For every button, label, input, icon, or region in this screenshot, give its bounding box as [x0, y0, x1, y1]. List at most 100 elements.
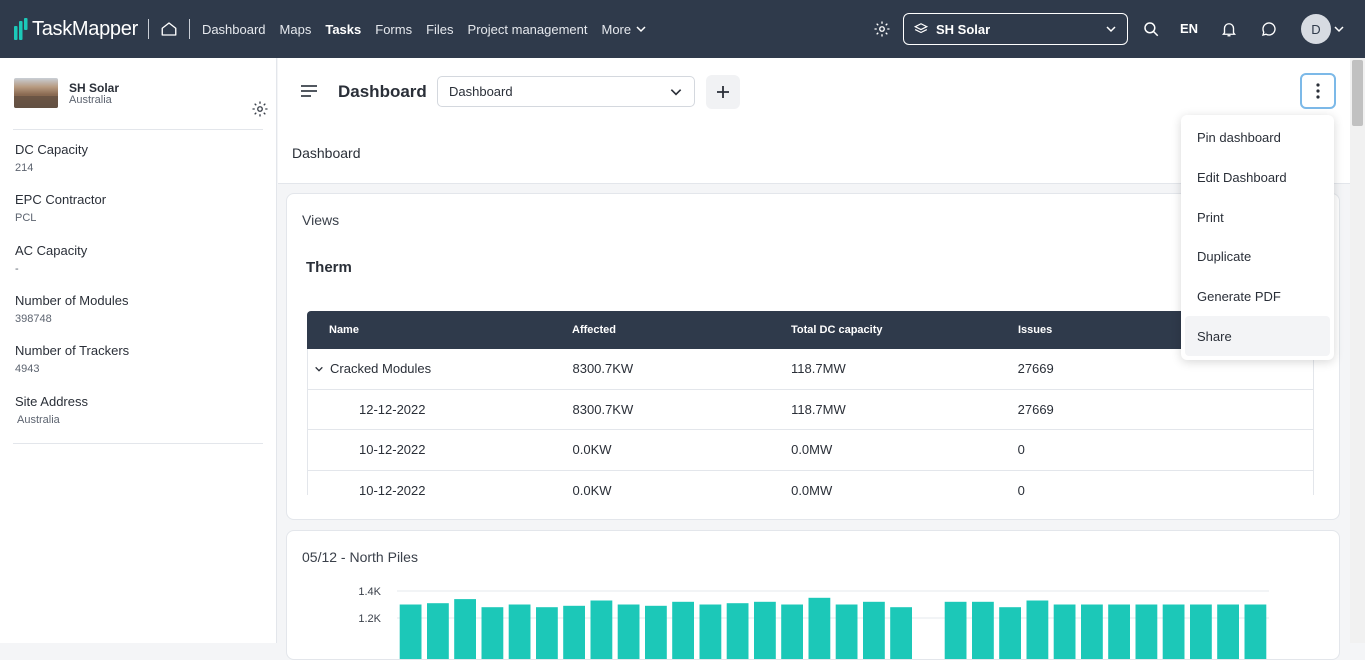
chart-bar[interactable]	[509, 605, 531, 660]
chart-bar[interactable]	[1054, 605, 1076, 660]
language-switch[interactable]: EN	[1180, 21, 1198, 36]
cell-issues: 0	[1018, 483, 1313, 495]
menu-item-pin-dashboard[interactable]: Pin dashboard	[1181, 118, 1334, 158]
project-settings-gear-icon[interactable]	[251, 100, 269, 118]
sidebar-divider	[13, 443, 263, 444]
cell-total-dc: 0.0MW	[791, 442, 1018, 457]
y-tick-label: 1.4K	[358, 586, 381, 598]
chart-bar[interactable]	[1190, 605, 1212, 660]
chevron-down-icon	[1105, 23, 1117, 35]
attr-label: EPC Contractor	[15, 192, 106, 207]
chart-bar[interactable]	[591, 601, 613, 660]
chart-bar[interactable]	[1027, 601, 1049, 660]
attr-value: -	[15, 263, 87, 275]
chart-bar[interactable]	[863, 602, 885, 660]
chevron-down-icon[interactable]	[1333, 23, 1345, 35]
table-row-parent[interactable]: Cracked Modules 8300.7KW 118.7MW 27669	[307, 349, 1314, 390]
chart-bar[interactable]	[672, 602, 694, 660]
nav-divider	[189, 19, 190, 39]
chart-bar[interactable]	[1136, 605, 1158, 660]
col-header-affected[interactable]: Affected	[572, 324, 791, 336]
hamburger-menu-icon[interactable]	[300, 83, 318, 99]
user-avatar[interactable]: D	[1301, 14, 1331, 44]
table-row[interactable]: 10-12-2022 0.0KW 0.0MW 0	[307, 471, 1314, 496]
sidebar-project-location: Australia	[69, 94, 112, 106]
nav-link-project-management[interactable]: Project management	[468, 22, 588, 37]
cell-total-dc: 0.0MW	[791, 483, 1018, 495]
therm-section-title: Therm	[306, 259, 352, 276]
chart-bar[interactable]	[972, 602, 994, 660]
chart-bar[interactable]	[700, 605, 722, 660]
logo-bars-icon	[14, 18, 28, 40]
attr-epc-contractor: EPC Contractor PCL	[15, 192, 106, 224]
chart-bar[interactable]	[754, 602, 776, 660]
attr-site-address: Site Address Australia	[15, 394, 88, 426]
search-icon[interactable]	[1141, 19, 1161, 39]
north-piles-chart: 1.4K 1.2K	[287, 531, 1340, 660]
chart-bar[interactable]	[1245, 605, 1267, 660]
app-logo[interactable]: TaskMapper	[14, 0, 138, 58]
attr-label: Number of Modules	[15, 293, 128, 308]
chart-bar[interactable]	[563, 606, 585, 660]
chart-bar[interactable]	[809, 598, 831, 660]
project-selector-label: SH Solar	[936, 22, 1105, 37]
chart-bar[interactable]	[727, 603, 749, 660]
menu-item-duplicate[interactable]: Duplicate	[1181, 237, 1334, 277]
nav-right	[872, 0, 892, 58]
chart-bar[interactable]	[945, 602, 967, 660]
home-icon[interactable]	[159, 19, 179, 39]
sidebar-project-name: SH Solar	[69, 81, 119, 95]
chart-bar[interactable]	[781, 605, 803, 660]
chart-bar[interactable]	[454, 599, 476, 660]
chart-bar[interactable]	[836, 605, 858, 660]
table-row[interactable]: 10-12-2022 0.0KW 0.0MW 0	[307, 430, 1314, 471]
page-scrollbar[interactable]	[1350, 58, 1365, 643]
chat-bubble-icon[interactable]	[1259, 19, 1279, 39]
chart-bar[interactable]	[890, 607, 912, 660]
chart-bar[interactable]	[1081, 605, 1103, 660]
page-title: Dashboard	[338, 82, 427, 102]
chart-bar[interactable]	[482, 607, 504, 660]
nav-link-maps[interactable]: Maps	[280, 22, 312, 37]
settings-gear-icon[interactable]	[872, 19, 892, 39]
project-thumbnail	[14, 78, 58, 108]
chart-bar[interactable]	[400, 605, 422, 660]
chart-bar[interactable]	[1108, 605, 1130, 660]
nav-link-files[interactable]: Files	[426, 22, 453, 37]
project-selector[interactable]: SH Solar	[903, 13, 1128, 45]
nav-link-forms[interactable]: Forms	[375, 22, 412, 37]
menu-item-share[interactable]: Share	[1185, 316, 1330, 356]
cell-issues: 0	[1018, 442, 1313, 457]
nav-more-menu[interactable]: More	[602, 22, 648, 37]
menu-item-print[interactable]: Print	[1181, 197, 1334, 237]
menu-item-edit-dashboard[interactable]: Edit Dashboard	[1181, 158, 1334, 198]
scrollbar-thumb[interactable]	[1352, 60, 1363, 126]
col-header-name[interactable]: Name	[307, 324, 572, 336]
table-row[interactable]: 12-12-2022 8300.7KW 118.7MW 27669	[307, 390, 1314, 431]
dashboard-subtitle: Dashboard	[292, 145, 361, 161]
therm-table: Name Affected Total DC capacity Issues C…	[307, 311, 1314, 495]
more-options-button[interactable]	[1300, 73, 1336, 109]
col-header-total-dc[interactable]: Total DC capacity	[791, 324, 1018, 336]
chart-bar[interactable]	[999, 607, 1021, 660]
chart-bar[interactable]	[1163, 605, 1185, 660]
nav-link-dashboard[interactable]: Dashboard	[202, 22, 266, 37]
chart-bar[interactable]	[618, 605, 640, 660]
nav-link-tasks[interactable]: Tasks	[325, 22, 361, 37]
y-tick-label: 1.2K	[358, 613, 381, 625]
add-dashboard-button[interactable]	[706, 75, 740, 109]
chart-bar[interactable]	[1217, 605, 1239, 660]
chart-bar[interactable]	[536, 607, 558, 660]
chevron-down-icon[interactable]	[314, 364, 324, 374]
attr-value: 398748	[15, 313, 128, 325]
menu-item-generate-pdf[interactable]: Generate PDF	[1181, 277, 1334, 317]
cell-affected: 8300.7KW	[572, 361, 791, 376]
chart-bar[interactable]	[427, 603, 449, 660]
dashboard-options-menu: Pin dashboard Edit Dashboard Print Dupli…	[1181, 115, 1334, 360]
attr-number-of-trackers: Number of Trackers 4943	[15, 343, 129, 375]
chart-bar[interactable]	[645, 606, 667, 660]
dashboard-select[interactable]: Dashboard	[437, 76, 695, 107]
bell-icon[interactable]	[1219, 19, 1239, 39]
dashboard-select-value: Dashboard	[449, 84, 513, 99]
